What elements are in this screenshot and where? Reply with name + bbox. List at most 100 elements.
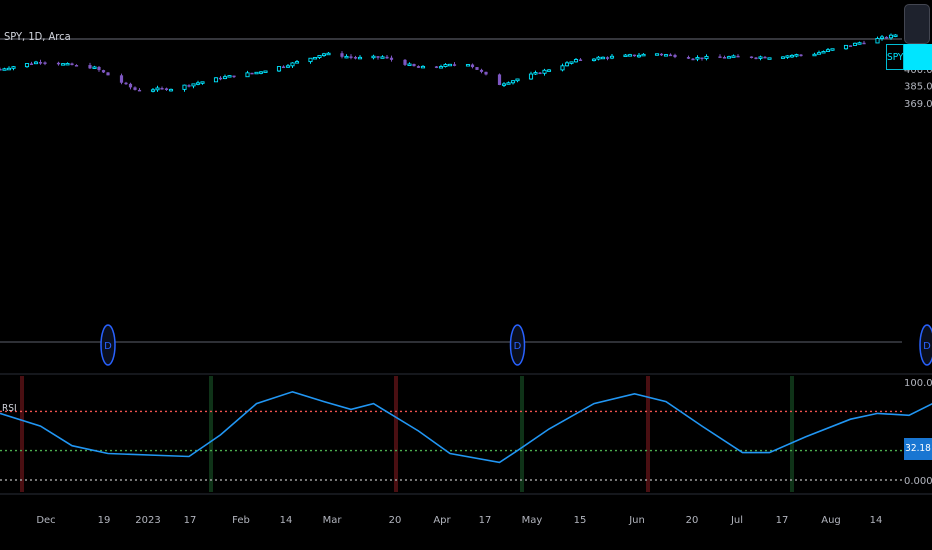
time-tick-0: Dec — [36, 515, 55, 526]
symbol-price-tag: SPY — [886, 44, 904, 70]
candle-body-55 — [344, 55, 349, 59]
candle-body-64 — [403, 59, 407, 65]
candle-body-41 — [254, 71, 259, 75]
candle-body-9 — [56, 62, 61, 65]
candle-body-88 — [546, 69, 552, 72]
candle-body-24 — [150, 89, 156, 92]
symbol-title: SPY, 1D, Arca — [4, 30, 71, 43]
candle-body-142 — [888, 34, 894, 39]
rsi-title: RSI — [2, 403, 17, 414]
candle-body-125 — [785, 55, 790, 58]
candle-body-109 — [686, 57, 691, 59]
candle-body-111 — [695, 57, 700, 60]
candle-body-135 — [848, 45, 853, 47]
candle-body-38 — [232, 75, 236, 78]
candle-body-44 — [276, 66, 282, 72]
candle-body-59 — [371, 55, 376, 59]
candle-body-50 — [312, 57, 318, 60]
candle-body-143 — [893, 34, 898, 37]
candle-body-62 — [385, 56, 389, 59]
candle-body-121 — [758, 56, 763, 59]
candle-body-60 — [376, 56, 380, 58]
candle-body-87 — [542, 69, 547, 74]
rsi-band-1 — [209, 376, 213, 492]
candle-body-8 — [43, 62, 47, 64]
event-marker-0 — [100, 324, 116, 366]
candle-body-72 — [447, 63, 453, 67]
candle-body-131 — [821, 51, 826, 54]
time-tick-13: 20 — [686, 515, 699, 526]
candle-body-10 — [60, 63, 66, 66]
candle-body-102 — [636, 54, 642, 58]
candle-body-120 — [754, 57, 758, 60]
candle-body-61 — [380, 56, 385, 59]
candle-body-112 — [700, 57, 704, 60]
candle-body-140 — [879, 36, 885, 39]
event-marker-label-0: D — [104, 341, 112, 352]
candle-body-67 — [416, 66, 421, 68]
time-tick-6: Mar — [323, 515, 343, 526]
candle-body-141 — [884, 36, 889, 39]
candle-body-95 — [596, 56, 601, 60]
candle-body-40 — [250, 72, 254, 75]
time-tick-5: 14 — [280, 515, 293, 526]
candle-body-103 — [641, 53, 646, 57]
event-marker-1 — [509, 324, 526, 366]
candle-body-114 — [718, 56, 722, 58]
time-tick-2: 2023 — [135, 515, 160, 526]
candle-body-30 — [187, 85, 191, 87]
candle-body-104 — [654, 53, 660, 56]
candle-body-139 — [875, 38, 880, 44]
time-tick-8: Apr — [433, 515, 451, 526]
candle-body-11 — [65, 63, 70, 66]
candle-body-123 — [767, 57, 772, 60]
candle-body-49 — [308, 57, 313, 63]
candle-body-117 — [731, 55, 736, 58]
candle-body-78 — [484, 71, 488, 75]
candle-body-13 — [74, 65, 79, 67]
rsi-band-2 — [394, 376, 398, 492]
time-tick-11: 15 — [574, 515, 587, 526]
candle-body-28 — [168, 88, 174, 92]
candle-body-47 — [290, 62, 295, 67]
rsi-band-3 — [520, 376, 524, 492]
time-tick-14: Jul — [730, 515, 743, 526]
candle-body-113 — [704, 56, 709, 60]
candle-body-91 — [569, 61, 574, 64]
candle-body-22 — [133, 87, 137, 90]
candle-body-132 — [825, 49, 831, 52]
candle-body-2 — [6, 67, 12, 71]
candle-body-54 — [340, 53, 344, 57]
candle-body-39 — [245, 72, 250, 78]
price-tick-400: 400.00 — [904, 65, 932, 76]
candle-body-115 — [722, 57, 727, 59]
candle-body-34 — [213, 77, 219, 83]
candle-body-124 — [780, 56, 786, 59]
time-tick-7: 20 — [389, 515, 402, 526]
candle-body-23 — [137, 89, 142, 92]
candle-body-81 — [506, 82, 511, 85]
candle-body-110 — [691, 58, 695, 61]
time-tick-17: 14 — [870, 515, 883, 526]
candle-body-76 — [475, 67, 479, 70]
candle-body-134 — [843, 44, 849, 50]
candle-body-97 — [605, 57, 610, 59]
candle-body-89 — [560, 65, 565, 71]
time-tick-10: May — [522, 515, 543, 526]
candle-body-119 — [749, 56, 754, 59]
candle-body-48 — [294, 61, 300, 64]
candle-body-137 — [857, 42, 862, 45]
toolbar-button[interactable] — [904, 4, 930, 44]
candle-body-100 — [627, 54, 633, 57]
candle-body-96 — [600, 56, 606, 60]
candle-body-122 — [763, 56, 767, 59]
candle-body-18 — [106, 72, 110, 76]
candle-body-29 — [182, 84, 187, 90]
candle-body-74 — [465, 64, 471, 67]
current-price-tag — [904, 44, 932, 70]
candle-body-43 — [263, 70, 268, 73]
candle-body-85 — [533, 72, 538, 75]
candle-body-99 — [623, 54, 628, 58]
candle-body-20 — [124, 82, 128, 85]
